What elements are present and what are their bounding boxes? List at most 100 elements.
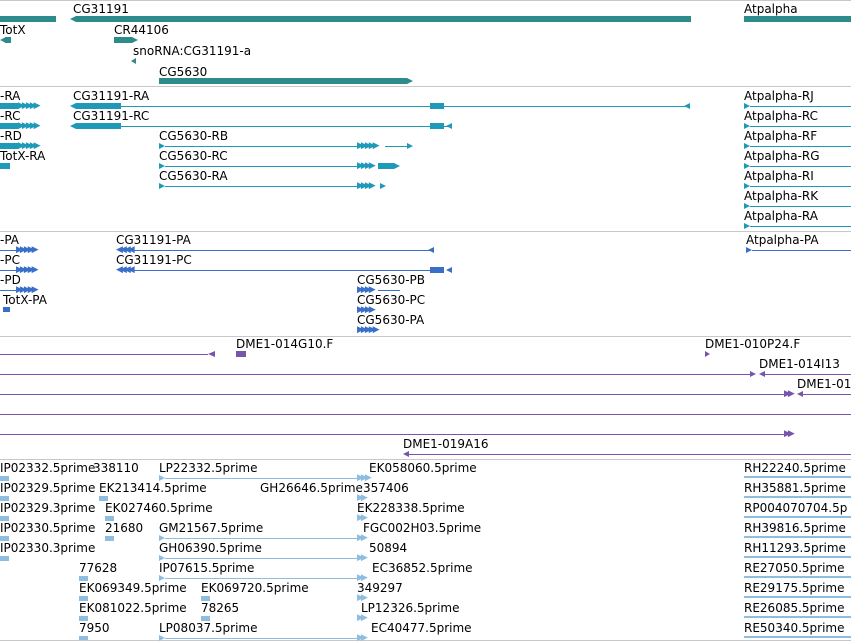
est-label[interactable]: LP12326.5prime <box>361 601 460 615</box>
est-feature[interactable] <box>201 616 210 621</box>
est-label[interactable]: EK027460.5prime <box>105 501 213 515</box>
clone-label[interactable]: DME1-010P24.F <box>705 337 801 351</box>
protein-label[interactable]: -PA <box>0 233 20 247</box>
est-label[interactable]: EC40477.5prime <box>371 621 472 635</box>
est-label[interactable]: IP02332.5prime <box>0 461 96 475</box>
est-label[interactable]: LP08037.5prime <box>159 621 258 635</box>
gene-feature[interactable] <box>159 78 407 84</box>
protein-label[interactable]: Atpalpha-PA <box>746 233 819 247</box>
est-label[interactable]: 21680 <box>105 521 144 535</box>
est-feature[interactable] <box>79 636 88 640</box>
est-feature[interactable] <box>744 616 851 618</box>
clone-feature[interactable] <box>236 351 246 357</box>
est-label[interactable]: EK081022.5prime <box>79 601 187 615</box>
protein-label[interactable]: -PD <box>0 273 21 287</box>
transcript-exon[interactable] <box>0 163 10 169</box>
est-feature[interactable] <box>79 576 88 581</box>
transcript-label[interactable]: CG31191-RA <box>73 89 150 103</box>
est-feature[interactable] <box>744 636 851 638</box>
est-label[interactable]: RH39816.5prime <box>744 521 846 535</box>
est-feature[interactable] <box>0 476 9 481</box>
transcript-label[interactable]: CG31191-RC <box>73 109 150 123</box>
est-label[interactable]: FGC002H03.5prime <box>363 521 482 535</box>
est-label[interactable]: 77628 <box>79 561 118 575</box>
est-label[interactable]: RE50340.5prime <box>744 621 845 635</box>
transcript-exon[interactable] <box>378 163 394 169</box>
est-label[interactable]: 349297 <box>357 581 403 595</box>
est-feature[interactable] <box>744 496 851 498</box>
transcript-label[interactable]: -RA <box>0 89 21 103</box>
clone-label[interactable]: DME1-014I13 <box>759 357 840 371</box>
transcript-exon[interactable] <box>430 103 444 109</box>
est-label[interactable]: EC36852.5prime <box>372 561 473 575</box>
gene-feature[interactable] <box>76 16 691 22</box>
est-label[interactable]: RP004070704.5p <box>744 501 848 515</box>
gene-label[interactable]: snoRNA:CG31191-a <box>133 44 252 58</box>
est-feature[interactable] <box>0 536 9 541</box>
transcript-exon[interactable] <box>76 123 121 129</box>
gene-label[interactable]: CG5630 <box>159 65 208 79</box>
est-label[interactable]: GH06390.5prime <box>159 541 262 555</box>
protein-label[interactable]: CG5630-PB <box>357 273 426 287</box>
clone-label[interactable]: DME1-014G10.F <box>236 337 334 351</box>
gene-feature[interactable] <box>0 16 56 22</box>
protein-label[interactable]: TotX-PA <box>3 293 47 307</box>
est-feature[interactable] <box>744 476 851 478</box>
transcript-exon[interactable] <box>0 143 18 149</box>
protein-feature[interactable] <box>430 267 444 273</box>
est-label[interactable]: EK069720.5prime <box>201 581 309 595</box>
est-feature[interactable] <box>105 516 114 521</box>
est-label[interactable]: 338110 <box>93 461 139 475</box>
est-feature[interactable] <box>744 516 851 518</box>
est-feature[interactable] <box>744 556 851 558</box>
gene-feature[interactable] <box>114 37 132 43</box>
est-label[interactable]: GM21567.5prime <box>159 521 264 535</box>
est-label[interactable]: 357406 <box>363 481 409 495</box>
est-label[interactable]: IP02329.3prime <box>0 501 96 515</box>
est-label[interactable]: EK228338.5prime <box>357 501 465 515</box>
protein-feature[interactable] <box>3 307 10 312</box>
transcript-label[interactable]: Atpalpha-RC <box>744 109 819 123</box>
est-label[interactable]: IP02330.3prime <box>0 541 96 555</box>
transcript-exon[interactable] <box>430 123 444 129</box>
est-feature[interactable] <box>0 556 9 561</box>
est-label[interactable]: 7950 <box>79 621 110 635</box>
est-label[interactable]: RE26085.5prime <box>744 601 845 615</box>
gene-label[interactable]: CG31191 <box>73 2 129 16</box>
transcript-label[interactable]: CG5630-RB <box>159 129 229 143</box>
est-label[interactable]: RE29175.5prime <box>744 581 845 595</box>
transcript-label[interactable]: -RD <box>0 129 22 143</box>
est-label[interactable]: IP02330.5prime <box>0 521 96 535</box>
transcript-label[interactable]: Atpalpha-RK <box>744 189 819 203</box>
est-feature[interactable] <box>0 496 9 501</box>
protein-label[interactable]: CG31191-PC <box>116 253 192 267</box>
est-feature[interactable] <box>79 596 88 601</box>
transcript-label[interactable]: CG5630-RC <box>159 149 228 163</box>
transcript-label[interactable]: TotX-RA <box>0 149 46 163</box>
clone-label[interactable]: DME1-01 <box>797 377 851 391</box>
est-feature[interactable] <box>0 516 9 521</box>
transcript-label[interactable]: CG5630-RA <box>159 169 228 183</box>
est-label[interactable]: IP02329.5prime <box>0 481 96 495</box>
transcript-label[interactable]: Atpalpha-RF <box>744 129 818 143</box>
est-feature[interactable] <box>201 596 210 601</box>
est-label[interactable]: RE27050.5prime <box>744 561 845 575</box>
gene-label[interactable]: TotX <box>0 23 26 37</box>
gene-label[interactable]: CR44106 <box>114 23 169 37</box>
transcript-label[interactable]: Atpalpha-RA <box>744 209 818 223</box>
est-label[interactable]: GH26646.5prime <box>260 481 363 495</box>
est-label[interactable]: 50894 <box>369 541 408 555</box>
est-label[interactable]: LP22332.5prime <box>159 461 258 475</box>
gene-label[interactable]: Atpalpha <box>744 2 798 16</box>
transcript-label[interactable]: -RC <box>0 109 21 123</box>
protein-label[interactable]: CG5630-PA <box>357 313 425 327</box>
gene-feature[interactable] <box>744 16 851 22</box>
est-feature[interactable] <box>744 576 851 578</box>
gene-feature[interactable] <box>5 37 11 43</box>
est-label[interactable]: EK213414.5prime <box>99 481 207 495</box>
protein-label[interactable]: CG31191-PA <box>116 233 191 247</box>
transcript-exon[interactable] <box>0 123 18 129</box>
protein-label[interactable]: -PC <box>0 253 20 267</box>
est-label[interactable]: EK069349.5prime <box>79 581 187 595</box>
est-feature[interactable] <box>744 536 851 538</box>
